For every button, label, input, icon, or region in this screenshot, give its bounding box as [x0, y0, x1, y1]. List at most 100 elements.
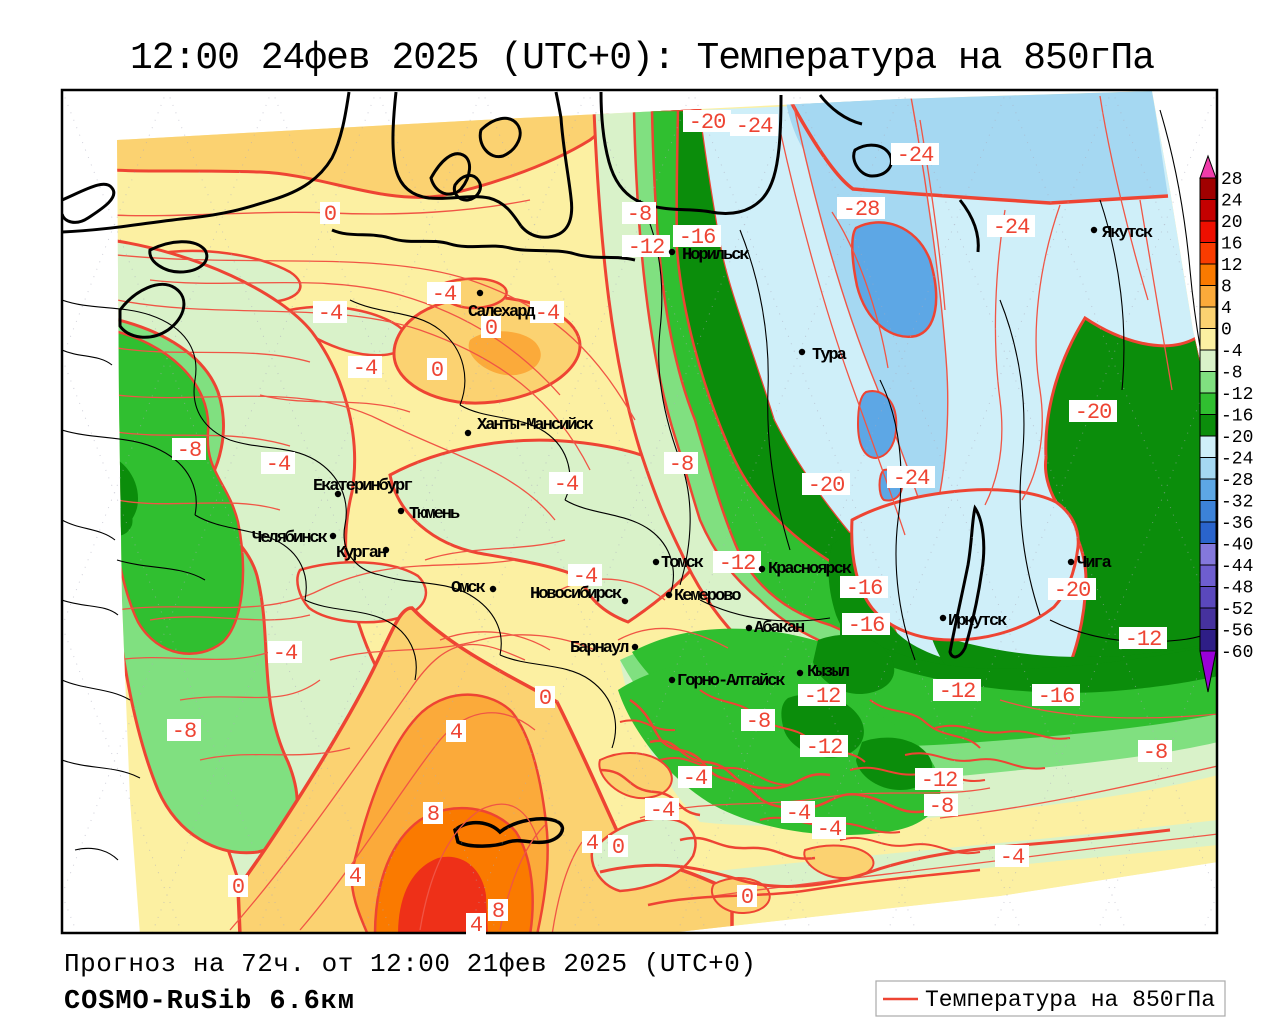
svg-text:Кемерово: Кемерово — [674, 587, 741, 606]
svg-text:Иркутск: Иркутск — [948, 612, 1007, 631]
svg-text:0: 0 — [741, 885, 753, 910]
svg-text:-20: -20 — [689, 110, 726, 135]
svg-text:Чига: Чига — [1077, 554, 1112, 573]
svg-text:12: 12 — [1221, 256, 1243, 276]
svg-text:0: 0 — [232, 875, 244, 900]
svg-text:-16: -16 — [846, 576, 883, 601]
svg-text:-28: -28 — [1221, 471, 1253, 491]
svg-text:12:00 24фев 2025 (UTC+0): Темп: 12:00 24фев 2025 (UTC+0): Температура на… — [130, 37, 1154, 80]
svg-text:-60: -60 — [1221, 643, 1253, 663]
svg-text:16: 16 — [1221, 235, 1243, 255]
svg-text:Горно-Алтайск: Горно-Алтайск — [677, 672, 785, 691]
svg-text:Новосибирск: Новосибирск — [530, 585, 622, 604]
svg-text:-24: -24 — [993, 215, 1030, 240]
svg-text:-12: -12 — [939, 679, 976, 704]
svg-text:-24: -24 — [897, 143, 934, 168]
svg-text:Кызыл: Кызыл — [807, 663, 850, 682]
svg-text:-24: -24 — [893, 466, 930, 491]
svg-text:28: 28 — [1221, 170, 1243, 190]
svg-text:Якутск: Якутск — [1102, 224, 1153, 243]
svg-text:-16: -16 — [1221, 407, 1253, 427]
svg-text:-8: -8 — [177, 438, 201, 463]
svg-text:24: 24 — [1221, 192, 1243, 212]
svg-text:-4: -4 — [554, 472, 579, 497]
svg-text:-48: -48 — [1221, 579, 1253, 599]
svg-text:-24: -24 — [1221, 450, 1253, 470]
svg-text:-4: -4 — [266, 452, 291, 477]
svg-text:-12: -12 — [1125, 627, 1162, 652]
svg-text:-4: -4 — [1000, 845, 1025, 870]
svg-text:8: 8 — [1221, 278, 1232, 298]
svg-text:-24: -24 — [736, 114, 773, 139]
svg-text:Салехард: Салехард — [468, 303, 535, 322]
svg-text:8: 8 — [427, 802, 439, 827]
svg-text:-8: -8 — [1221, 364, 1243, 384]
svg-text:0: 0 — [324, 202, 336, 227]
svg-text:-8: -8 — [669, 452, 693, 477]
svg-text:-12: -12 — [719, 551, 756, 576]
svg-text:Тура: Тура — [812, 346, 847, 365]
svg-text:-56: -56 — [1221, 622, 1253, 642]
svg-text:Температура на 850гПа: Температура на 850гПа — [925, 987, 1215, 1013]
svg-text:-8: -8 — [929, 794, 953, 819]
svg-text:-52: -52 — [1221, 600, 1253, 620]
svg-text:-4: -4 — [353, 356, 378, 381]
svg-text:0: 0 — [485, 316, 497, 341]
svg-text:Тюмень: Тюмень — [409, 505, 460, 524]
svg-text:0: 0 — [431, 358, 443, 383]
svg-text:-12: -12 — [1221, 385, 1253, 405]
svg-text:-16: -16 — [679, 225, 716, 250]
svg-text:4: 4 — [450, 720, 463, 745]
svg-text:-36: -36 — [1221, 514, 1253, 534]
svg-text:Челябинск: Челябинск — [252, 529, 328, 548]
svg-text:-4: -4 — [318, 301, 343, 326]
svg-text:-4: -4 — [432, 282, 457, 307]
svg-text:-20: -20 — [1221, 428, 1253, 448]
svg-text:-32: -32 — [1221, 493, 1253, 513]
svg-text:4: 4 — [470, 913, 483, 938]
svg-text:-16: -16 — [848, 613, 885, 638]
svg-text:-4: -4 — [1221, 342, 1243, 362]
svg-text:-20: -20 — [808, 473, 845, 498]
svg-text:-4: -4 — [573, 564, 598, 589]
svg-text:Омск: Омск — [451, 579, 486, 598]
svg-text:-12: -12 — [921, 768, 958, 793]
svg-text:-12: -12 — [628, 235, 665, 260]
svg-text:-28: -28 — [843, 197, 880, 222]
svg-text:Ханты-Мансийск: Ханты-Мансийск — [477, 416, 594, 435]
svg-text:-4: -4 — [683, 766, 708, 791]
svg-text:-20: -20 — [1075, 400, 1112, 425]
svg-text:-4: -4 — [535, 301, 560, 326]
svg-text:COSMO-RuSib 6.6км: COSMO-RuSib 6.6км — [64, 987, 354, 1017]
svg-text:20: 20 — [1221, 213, 1243, 233]
svg-text:Норильск: Норильск — [682, 246, 749, 265]
svg-text:-40: -40 — [1221, 536, 1253, 556]
svg-text:-12: -12 — [806, 735, 843, 760]
svg-text:4: 4 — [349, 864, 362, 889]
svg-text:-8: -8 — [627, 202, 651, 227]
svg-text:Барнаул: Барнаул — [570, 639, 629, 658]
svg-text:-44: -44 — [1221, 557, 1253, 577]
svg-text:4: 4 — [1221, 299, 1232, 319]
svg-text:-4: -4 — [650, 798, 675, 823]
svg-text:Абакан: Абакан — [754, 619, 805, 638]
svg-text:-16: -16 — [1038, 684, 1075, 709]
svg-text:0: 0 — [612, 835, 624, 860]
svg-text:Екатеринбург: Екатеринбург — [313, 477, 412, 496]
svg-text:-8: -8 — [746, 709, 770, 734]
svg-text:-8: -8 — [172, 719, 196, 744]
svg-text:-4: -4 — [786, 801, 811, 826]
svg-text:Курган: Курган — [336, 544, 387, 563]
svg-text:0: 0 — [1221, 321, 1232, 341]
svg-text:Красноярск: Красноярск — [768, 560, 852, 579]
svg-text:4: 4 — [586, 831, 599, 856]
svg-text:-8: -8 — [1143, 740, 1167, 765]
svg-text:Прогноз на 72ч. от 12:00 21фев: Прогноз на 72ч. от 12:00 21фев 2025 (UTC… — [64, 949, 756, 979]
svg-text:-4: -4 — [273, 641, 298, 666]
svg-text:-20: -20 — [1054, 578, 1091, 603]
svg-text:-12: -12 — [804, 684, 841, 709]
svg-text:Томск: Томск — [661, 554, 704, 573]
svg-text:-4: -4 — [817, 817, 842, 842]
svg-text:8: 8 — [492, 899, 504, 924]
svg-text:0: 0 — [539, 686, 551, 711]
